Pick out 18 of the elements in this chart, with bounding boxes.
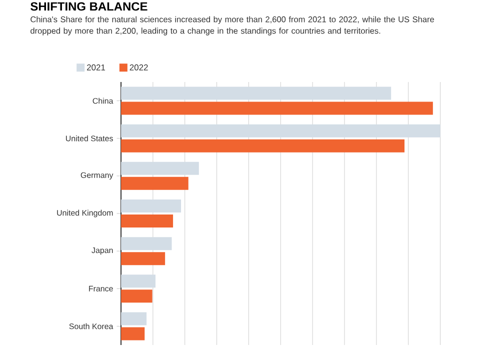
chart-title: SHIFTING BALANCE bbox=[30, 2, 148, 11]
bar bbox=[121, 102, 433, 115]
bar bbox=[121, 237, 172, 250]
bar bbox=[121, 176, 188, 190]
bar bbox=[121, 312, 147, 326]
bar bbox=[121, 124, 440, 138]
bar bbox=[121, 214, 174, 228]
chart-subtitle: China's Share for the natural sciences increased by more than 2,600 from 2021 to 2022, while the US Share dropped by more than 2,200, leading to a change in the standings for countries and territories. bbox=[30, 16, 434, 36]
bar bbox=[121, 252, 166, 266]
bar bbox=[121, 139, 404, 152]
bar bbox=[121, 200, 182, 212]
bar bbox=[121, 290, 152, 303]
bar bbox=[121, 162, 199, 175]
legend-label: 2022 bbox=[130, 64, 148, 70]
bar bbox=[121, 86, 392, 100]
bar bbox=[121, 327, 145, 340]
bar bbox=[121, 274, 156, 288]
legend-label: 2021 bbox=[87, 64, 106, 70]
